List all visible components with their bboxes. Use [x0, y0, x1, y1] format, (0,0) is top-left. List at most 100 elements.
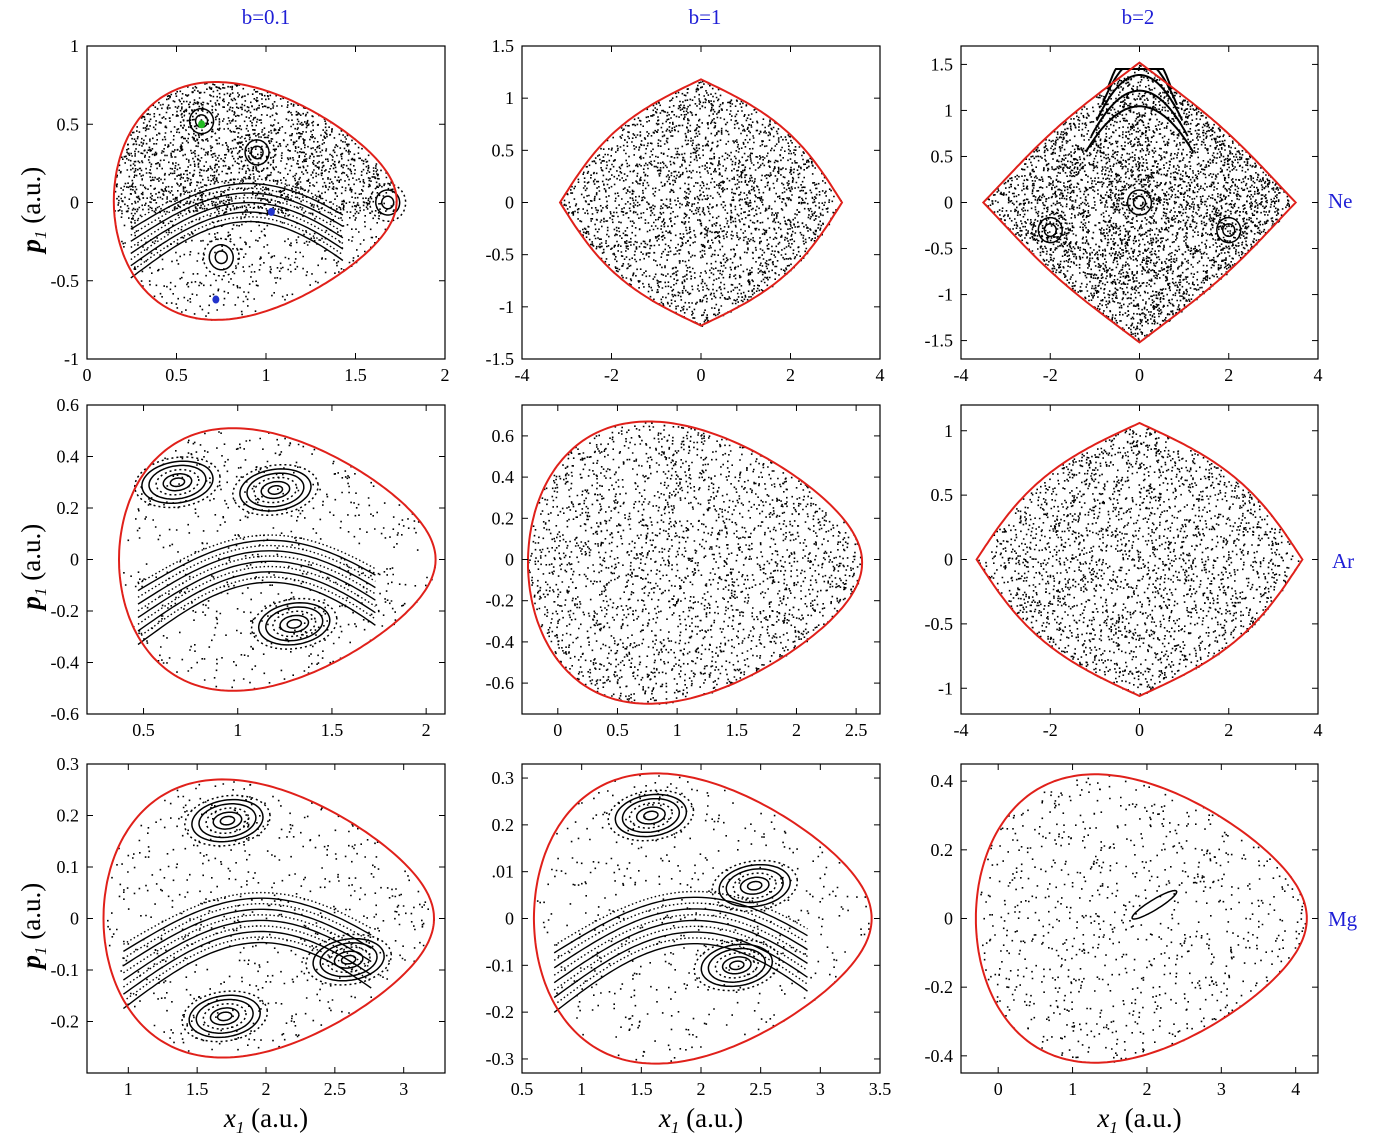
- orbit-band-mg-b01: [123, 908, 372, 967]
- orbit-curve-mg-b1: [607, 789, 695, 842]
- y-tick-label-ne-b2: 1: [944, 100, 953, 120]
- y-tick-label-ne-b2: 0: [944, 193, 953, 213]
- orbit-curve-ne-b2: [1037, 216, 1063, 244]
- x-tick-label-mg-b01: 2.5: [324, 1079, 347, 1099]
- orbit-arch-ne-b2: [1106, 68, 1173, 90]
- orbit-curve-mg-b01: [219, 815, 236, 826]
- energy-boundary-ne-b1: [558, 78, 844, 327]
- x-tick-label-ne-b2: -4: [954, 365, 969, 385]
- y-tick-label-ar-b01: 0.2: [57, 498, 80, 518]
- orbit-curve-ar-b01: [272, 610, 317, 638]
- x-tick-label-ne-b2: 0: [1135, 365, 1144, 385]
- x-tick-label-ne-b1: 4: [876, 365, 885, 385]
- scatter-points-mg-b01: [107, 781, 435, 1052]
- x-tick-label-mg-b01: 1.5: [186, 1079, 209, 1099]
- orbit-band-ne-b01: [130, 201, 344, 255]
- y-tick-label-ar-b1: -0.4: [486, 632, 515, 652]
- orbit-curve-mg-b01: [202, 1002, 247, 1030]
- orbit-curve-mg-b01: [209, 1007, 240, 1026]
- y-tick-label-ar-b01: 0.4: [57, 447, 80, 467]
- x-tick-label-ne-b01: 1.5: [344, 365, 367, 385]
- x-tick-label-mg-b1: 1: [577, 1079, 586, 1099]
- energy-boundary-ar-b1: [527, 420, 864, 705]
- orbit-curve-mg-b1: [721, 956, 752, 975]
- x-tick-label-ne-b1: -2: [604, 365, 619, 385]
- orbit-band-mg-b01: [123, 914, 372, 974]
- y-tick-label-mg-b1: -0.1: [486, 955, 515, 975]
- y-tick-label-mg-b01: 0: [70, 909, 79, 929]
- y-tick-label-ne-b1: 1: [505, 88, 514, 108]
- y-tick-label-mg-b01: 0.1: [57, 857, 80, 877]
- y-tick-label-mg-b01: -0.2: [51, 1012, 80, 1032]
- x-tick-label-mg-b1: 3.5: [869, 1079, 892, 1099]
- y-tick-label-ar-b01: -0.2: [51, 601, 80, 621]
- y-tick-label-ar-b2: -1: [938, 678, 953, 698]
- x-tick-label-ar-b1: 0.5: [606, 720, 629, 740]
- plot-area-ar-b2: [975, 421, 1304, 698]
- orbit-band-mg-b01: [122, 936, 372, 1002]
- y-tick-label-ne-b01: -1: [64, 349, 79, 369]
- orbit-band-mg-b01: [123, 891, 372, 945]
- panel-mg-b1: 0.5 1 1.5 2 2.5 3 3.5 -0.3 -0.2 -0.1 0 .01 0.2 0.3 x1 …: [486, 763, 892, 1137]
- x-tick-label-ar-b2: 0: [1135, 720, 1144, 740]
- orbit-band-ne-b01: [130, 216, 344, 273]
- orbit-band-ne-b01: [130, 187, 344, 236]
- y-tick-label-mg-b1: 0.3: [492, 768, 515, 788]
- orbit-curve-ne-b01: [250, 145, 264, 160]
- orbit-band-mg-b1: [553, 943, 808, 1013]
- orbit-band-ar-b01: [137, 534, 376, 585]
- orbit-curve-mg-b01: [191, 798, 264, 843]
- y-tick-label-ne-b2: 1.5: [931, 54, 954, 74]
- x-tick-label-ne-b2: 4: [1314, 365, 1323, 385]
- x-axis-label-mg-b1: x1 (a.u.): [658, 1103, 743, 1137]
- x-tick-label-ar-b1: 1.5: [726, 720, 749, 740]
- orbit-curve-mg-b1: [746, 880, 763, 891]
- scatter-points-ne-b1: [560, 80, 842, 327]
- scatter-points-ne-b01: [114, 82, 398, 321]
- x-tick-label-ar-b2: -2: [1043, 720, 1058, 740]
- x-tick-label-mg-b01: 3: [399, 1079, 408, 1099]
- x-tick-label-mg-b2: 0: [994, 1079, 1003, 1099]
- column-title-b01: b=0.1: [242, 5, 291, 29]
- x-tick-label-ar-b2: 2: [1224, 720, 1233, 740]
- orbit-curve-ar-b01: [246, 472, 305, 508]
- orbit-band-ar-b01: [137, 565, 376, 625]
- orbit-curve-mg-b1: [614, 793, 688, 838]
- y-tick-label-ne-b01: -0.5: [51, 271, 80, 291]
- y-tick-label-ar-b01: -0.6: [51, 704, 80, 724]
- x-tick-label-ne-b1: -4: [515, 365, 530, 385]
- orbit-band-ar-b01: [137, 576, 376, 639]
- axes-frame-ar-b01: [86, 404, 446, 715]
- orbit-curve-ar-b01: [155, 468, 200, 496]
- plot-area-ne-b01: [112, 81, 407, 321]
- orbit-curve-ar-b01: [169, 477, 186, 488]
- orbit-curve-ne-b2: [1043, 223, 1057, 238]
- orbit-band-ne-b01: [130, 192, 344, 242]
- orbit-curve-mg-b1: [739, 876, 770, 895]
- orbit-curve-ar-b01: [239, 468, 312, 512]
- orbit-curve-ne-b2: [1120, 183, 1159, 222]
- x-tick-label-ne-b2: -2: [1043, 365, 1058, 385]
- energy-boundary-mg-b1: [532, 772, 873, 1065]
- orbit-curve-ar-b01: [134, 456, 221, 509]
- orbit-band-ar-b01: [137, 550, 376, 605]
- y-tick-label-ne-b1: -0.5: [486, 245, 515, 265]
- orbit-band-ne-b01: [130, 178, 344, 224]
- x-tick-label-ar-b01: 0.5: [132, 720, 155, 740]
- y-tick-label-ne-b1: 1.5: [492, 36, 515, 56]
- energy-boundary-ne-b01: [112, 81, 398, 321]
- highlight-point-ne-b01: [267, 207, 275, 216]
- y-tick-label-ne-b1: 0: [505, 193, 514, 213]
- column-title-b1: b=1: [689, 5, 722, 29]
- plot-area-mg-b01: [102, 778, 436, 1059]
- y-tick-label-ne-b01: 1: [70, 36, 79, 56]
- scatter-points-ar-b01: [123, 431, 436, 690]
- orbit-curve-ar-b01: [232, 463, 319, 516]
- orbit-curve-mg-b1: [628, 802, 673, 829]
- orbit-curve-ne-b01: [194, 114, 209, 129]
- x-tick-label-ar-b01: 2: [422, 720, 431, 740]
- x-tick-label-ne-b1: 2: [786, 365, 795, 385]
- orbit-curve-ar-b01: [253, 476, 298, 504]
- orbit-curve-mg-b01: [188, 994, 261, 1039]
- row-title-ne: Ne: [1328, 189, 1353, 213]
